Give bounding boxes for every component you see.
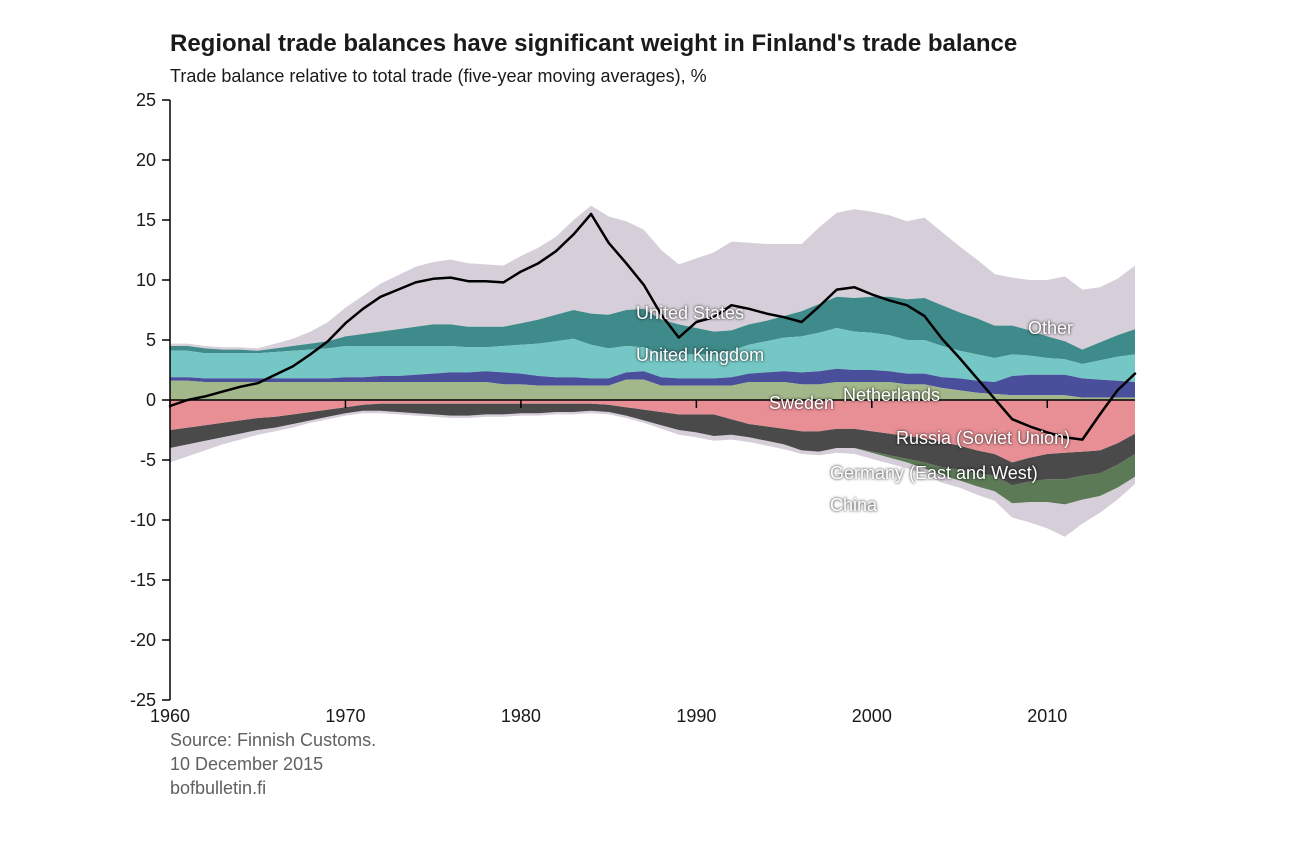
series-label: Netherlands [843, 385, 940, 406]
y-tick-label: -5 [140, 450, 156, 470]
y-tick-label: 10 [136, 270, 156, 290]
y-tick-label: 15 [136, 210, 156, 230]
x-tick-label: 1970 [325, 706, 365, 726]
series-label: China [830, 495, 877, 516]
y-tick-label: 0 [146, 390, 156, 410]
y-tick-label: -15 [130, 570, 156, 590]
x-tick-label: 2010 [1027, 706, 1067, 726]
y-tick-label: -10 [130, 510, 156, 530]
source-line-2: 10 December 2015 [170, 754, 323, 775]
y-tick-label: 25 [136, 90, 156, 110]
y-tick-label: -20 [130, 630, 156, 650]
series-label: United Kingdom [636, 345, 764, 366]
chart-subtitle: Trade balance relative to total trade (f… [170, 66, 707, 87]
y-tick-label: 20 [136, 150, 156, 170]
series-label: Russia (Soviet Union) [896, 428, 1070, 449]
x-tick-label: 2000 [852, 706, 892, 726]
y-tick-label: 5 [146, 330, 156, 350]
x-tick-label: 1990 [676, 706, 716, 726]
series-label: Germany (East and West) [830, 463, 1038, 484]
chart-title: Regional trade balances have significant… [170, 30, 1017, 58]
source-line-1: Source: Finnish Customs. [170, 730, 376, 751]
series-label: United States [636, 303, 744, 324]
series-label: Other [1028, 318, 1073, 339]
x-tick-label: 1980 [501, 706, 541, 726]
x-tick-label: 1960 [150, 706, 190, 726]
source-line-3: bofbulletin.fi [170, 778, 266, 799]
series-label: Sweden [769, 393, 834, 414]
